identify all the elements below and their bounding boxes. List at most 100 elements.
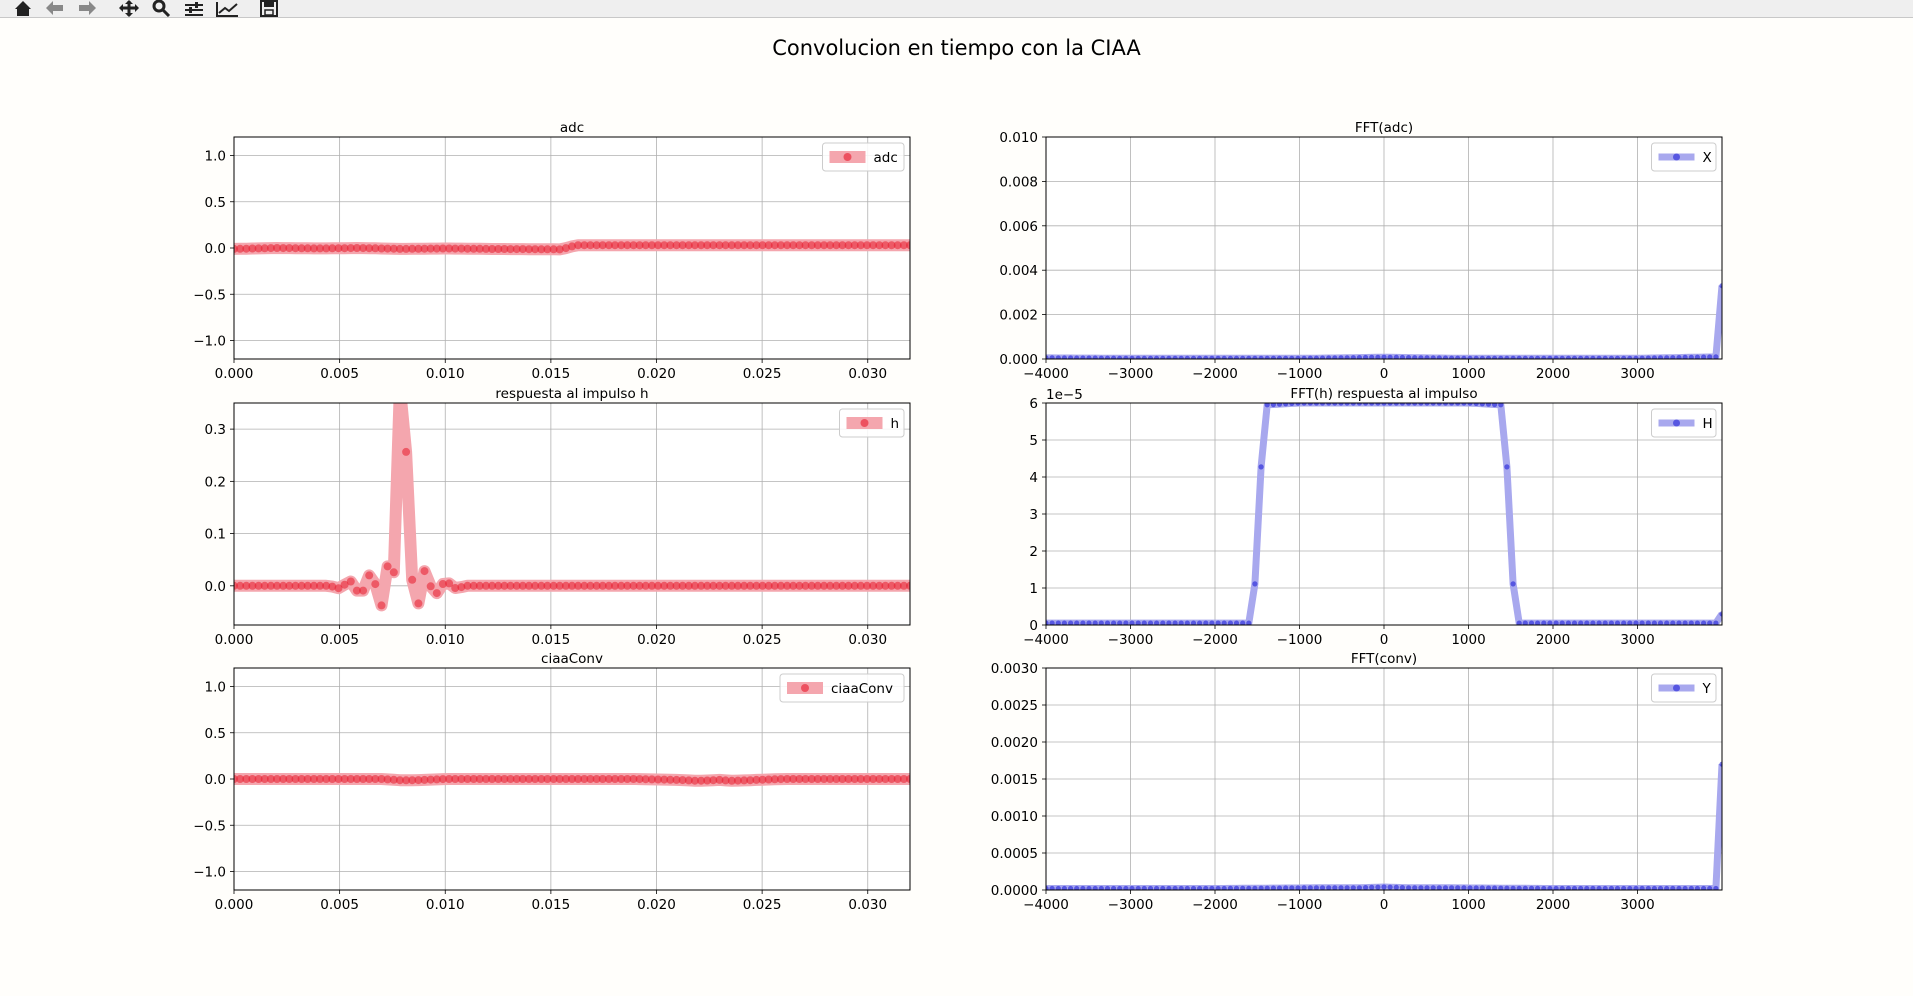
data-point xyxy=(1436,403,1442,406)
subplot-1: −4000 −3000 −2000 −1000 0 1000 2000 3000 0.000 0.… xyxy=(999,120,1723,382)
data-point xyxy=(420,567,429,576)
data-point xyxy=(1621,885,1627,890)
data-point xyxy=(1657,620,1664,625)
data-point xyxy=(531,581,540,590)
data-point xyxy=(850,581,859,590)
data-point xyxy=(1197,620,1203,625)
back-button[interactable] xyxy=(42,0,68,17)
data-point xyxy=(297,775,306,783)
data-point xyxy=(893,775,902,783)
data-point xyxy=(869,581,878,590)
data-point xyxy=(537,775,546,783)
data-point xyxy=(1676,620,1682,625)
edit-axis-button[interactable] xyxy=(214,0,240,17)
pan-button[interactable] xyxy=(116,0,142,17)
data-point xyxy=(1528,355,1535,359)
data-point xyxy=(887,581,896,590)
save-icon xyxy=(260,0,278,17)
data-point xyxy=(660,775,669,784)
x-tick-label: −4000 xyxy=(1023,897,1069,913)
y-tick-label: 0.2 xyxy=(205,474,226,490)
data-point xyxy=(1363,885,1369,890)
data-point xyxy=(1657,355,1664,359)
data-point xyxy=(1055,355,1061,359)
axes-frame xyxy=(233,667,911,891)
data-point xyxy=(899,581,908,590)
x-tick-label: −3000 xyxy=(1108,897,1154,913)
data-point xyxy=(801,241,810,250)
data-point xyxy=(273,244,281,252)
data-point xyxy=(1154,885,1160,890)
data-point xyxy=(1676,885,1682,890)
data-point xyxy=(1571,885,1578,890)
data-point xyxy=(1565,620,1571,625)
data-point xyxy=(1258,885,1264,890)
home-button[interactable] xyxy=(10,0,36,17)
data-point xyxy=(1074,885,1080,890)
data-point xyxy=(309,775,318,783)
data-point xyxy=(764,241,773,250)
data-point xyxy=(414,599,423,608)
data-point xyxy=(746,776,755,785)
data-point xyxy=(684,776,693,785)
data-point xyxy=(1455,885,1461,890)
data-point xyxy=(1393,884,1399,890)
data-point xyxy=(1608,355,1614,359)
zoom-button[interactable] xyxy=(148,0,174,17)
data-point xyxy=(1455,355,1461,359)
data-point xyxy=(352,775,361,783)
subplot-4: 0.000 0.005 0.010 0.015 0.020 0.025 0.030 −1.0 −… xyxy=(193,651,911,913)
data-point xyxy=(1639,885,1645,890)
y-tick-label: 1.0 xyxy=(205,149,226,165)
data-point xyxy=(432,244,441,253)
legend-marker xyxy=(860,419,869,427)
data-point xyxy=(1688,885,1694,890)
data-point xyxy=(783,775,792,783)
data-point xyxy=(1473,885,1479,890)
legend-marker xyxy=(1673,153,1680,161)
data-point xyxy=(1516,620,1522,625)
data-point xyxy=(260,581,269,590)
data-point xyxy=(887,775,896,783)
data-point xyxy=(475,244,484,253)
data-point xyxy=(1046,885,1049,890)
data-point xyxy=(1492,355,1498,359)
data-point xyxy=(408,776,417,785)
configure-subplots-button[interactable] xyxy=(181,0,207,17)
data-point xyxy=(451,775,460,783)
data-point xyxy=(500,245,509,253)
data-point xyxy=(881,775,890,783)
data-point xyxy=(1350,355,1356,359)
data-point xyxy=(672,775,681,784)
axes-frame xyxy=(1045,667,1723,891)
data-point xyxy=(1307,355,1313,359)
data-point xyxy=(432,775,441,784)
data-point xyxy=(1590,620,1596,625)
data-point xyxy=(1602,620,1608,625)
data-point xyxy=(1129,355,1135,359)
data-point xyxy=(1313,355,1319,359)
data-point xyxy=(863,581,871,590)
y-tick-label: −1.0 xyxy=(193,865,226,881)
y-tick-label: 0.0 xyxy=(205,579,226,595)
data-point xyxy=(1049,885,1055,890)
data-point xyxy=(580,241,589,250)
data-point xyxy=(1117,885,1123,890)
x-tick-label: 0 xyxy=(1380,366,1389,382)
x-tick-label: 0.005 xyxy=(320,366,359,382)
data-point xyxy=(1246,620,1252,625)
data-point xyxy=(709,776,718,785)
data-point xyxy=(555,245,564,254)
offset-label: 1e−5 xyxy=(1046,387,1083,403)
forward-button[interactable] xyxy=(74,0,100,17)
data-point xyxy=(586,581,595,590)
data-point xyxy=(1442,355,1449,359)
data-point xyxy=(438,775,447,784)
data-point xyxy=(432,589,441,598)
data-point xyxy=(1160,885,1166,890)
save-button[interactable] xyxy=(256,0,282,17)
data-point xyxy=(1682,354,1688,359)
data-point xyxy=(1399,885,1405,890)
data-point xyxy=(1295,403,1301,406)
data-point xyxy=(1627,885,1633,890)
